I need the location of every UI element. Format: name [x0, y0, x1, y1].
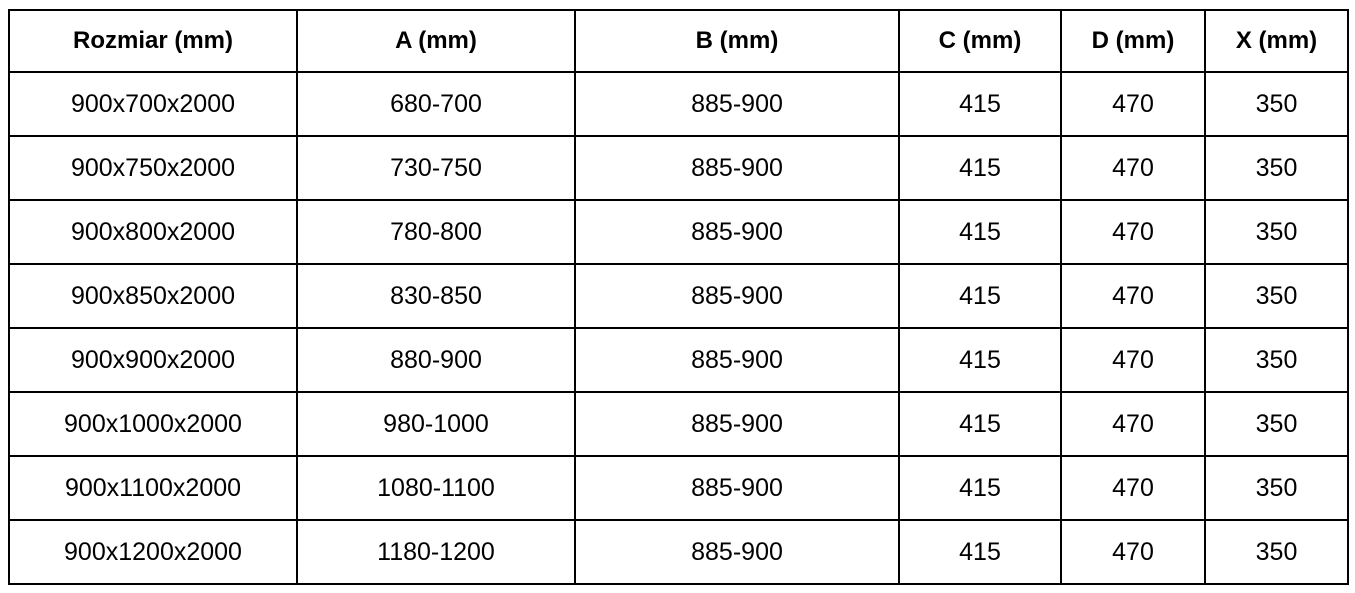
cell-size: 900x850x2000: [8, 263, 298, 329]
column-header-d: D (mm): [1060, 9, 1206, 73]
cell-d: 470: [1060, 391, 1206, 457]
cell-b: 885-900: [574, 135, 900, 201]
cell-c: 415: [898, 263, 1062, 329]
column-header-c: C (mm): [898, 9, 1062, 73]
cell-a: 730-750: [296, 135, 576, 201]
cell-size: 900x700x2000: [8, 71, 298, 137]
cell-a: 1080-1100: [296, 455, 576, 521]
cell-x: 350: [1204, 263, 1349, 329]
cell-size: 900x1200x2000: [8, 519, 298, 585]
cell-x: 350: [1204, 455, 1349, 521]
cell-size: 900x1100x2000: [8, 455, 298, 521]
cell-b: 885-900: [574, 391, 900, 457]
cell-x: 350: [1204, 199, 1349, 265]
cell-c: 415: [898, 327, 1062, 393]
cell-b: 885-900: [574, 455, 900, 521]
cell-a: 680-700: [296, 71, 576, 137]
cell-d: 470: [1060, 135, 1206, 201]
table-row: 900x850x2000 830-850 885-900 415 470 350: [8, 263, 1349, 329]
column-header-b: B (mm): [574, 9, 900, 73]
cell-a: 830-850: [296, 263, 576, 329]
column-header-x: X (mm): [1204, 9, 1349, 73]
cell-x: 350: [1204, 71, 1349, 137]
cell-b: 885-900: [574, 327, 900, 393]
cell-size: 900x1000x2000: [8, 391, 298, 457]
table-row: 900x700x2000 680-700 885-900 415 470 350: [8, 71, 1349, 137]
cell-b: 885-900: [574, 519, 900, 585]
cell-c: 415: [898, 391, 1062, 457]
cell-size: 900x750x2000: [8, 135, 298, 201]
cell-a: 880-900: [296, 327, 576, 393]
column-header-a: A (mm): [296, 9, 576, 73]
cell-d: 470: [1060, 199, 1206, 265]
table-row: 900x900x2000 880-900 885-900 415 470 350: [8, 327, 1349, 393]
cell-size: 900x900x2000: [8, 327, 298, 393]
column-header-size: Rozmiar (mm): [8, 9, 298, 73]
table-row: 900x1200x2000 1180-1200 885-900 415 470 350: [8, 519, 1349, 585]
table-row: 900x1100x2000 1080-1100 885-900 415 470 350: [8, 455, 1349, 521]
cell-d: 470: [1060, 327, 1206, 393]
cell-a: 980-1000: [296, 391, 576, 457]
cell-b: 885-900: [574, 199, 900, 265]
table-row: 900x1000x2000 980-1000 885-900 415 470 350: [8, 391, 1349, 457]
cell-d: 470: [1060, 519, 1206, 585]
cell-x: 350: [1204, 327, 1349, 393]
cell-c: 415: [898, 199, 1062, 265]
cell-c: 415: [898, 135, 1062, 201]
cell-b: 885-900: [574, 263, 900, 329]
table-row: 900x800x2000 780-800 885-900 415 470 350: [8, 199, 1349, 265]
cell-d: 470: [1060, 455, 1206, 521]
cell-a: 1180-1200: [296, 519, 576, 585]
cell-x: 350: [1204, 391, 1349, 457]
header-row: Rozmiar (mm) A (mm) B (mm) C (mm) D (mm) X (m…: [8, 9, 1349, 73]
cell-c: 415: [898, 71, 1062, 137]
cell-d: 470: [1060, 71, 1206, 137]
table-row: 900x750x2000 730-750 885-900 415 470 350: [8, 135, 1349, 201]
cell-a: 780-800: [296, 199, 576, 265]
cell-c: 415: [898, 455, 1062, 521]
cell-d: 470: [1060, 263, 1206, 329]
dimensions-table: Rozmiar (mm) A (mm) B (mm) C (mm) D (mm) X (m…: [8, 9, 1349, 585]
cell-c: 415: [898, 519, 1062, 585]
cell-b: 885-900: [574, 71, 900, 137]
cell-size: 900x800x2000: [8, 199, 298, 265]
cell-x: 350: [1204, 519, 1349, 585]
cell-x: 350: [1204, 135, 1349, 201]
